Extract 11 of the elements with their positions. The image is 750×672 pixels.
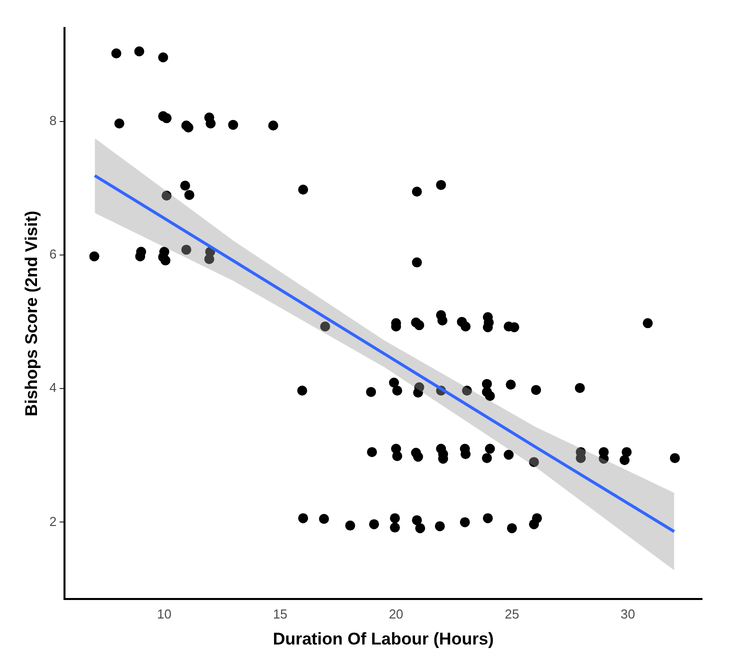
- x-tick-label: 10: [157, 606, 172, 622]
- y-tick-label: 2: [49, 514, 57, 529]
- y-tick-label: 6: [49, 246, 57, 262]
- y-tick-label: 4: [49, 380, 57, 396]
- x-tick-label: 25: [504, 606, 520, 622]
- x-axis-title: Duration Of Labour (Hours): [272, 629, 494, 648]
- x-tick-label: 30: [620, 606, 636, 622]
- y-tick-label: 8: [49, 113, 57, 128]
- x-tick-label: 20: [388, 606, 404, 622]
- y-axis-title: Bishops Score (2nd Visit): [22, 210, 41, 416]
- x-tick-label: 15: [272, 606, 288, 622]
